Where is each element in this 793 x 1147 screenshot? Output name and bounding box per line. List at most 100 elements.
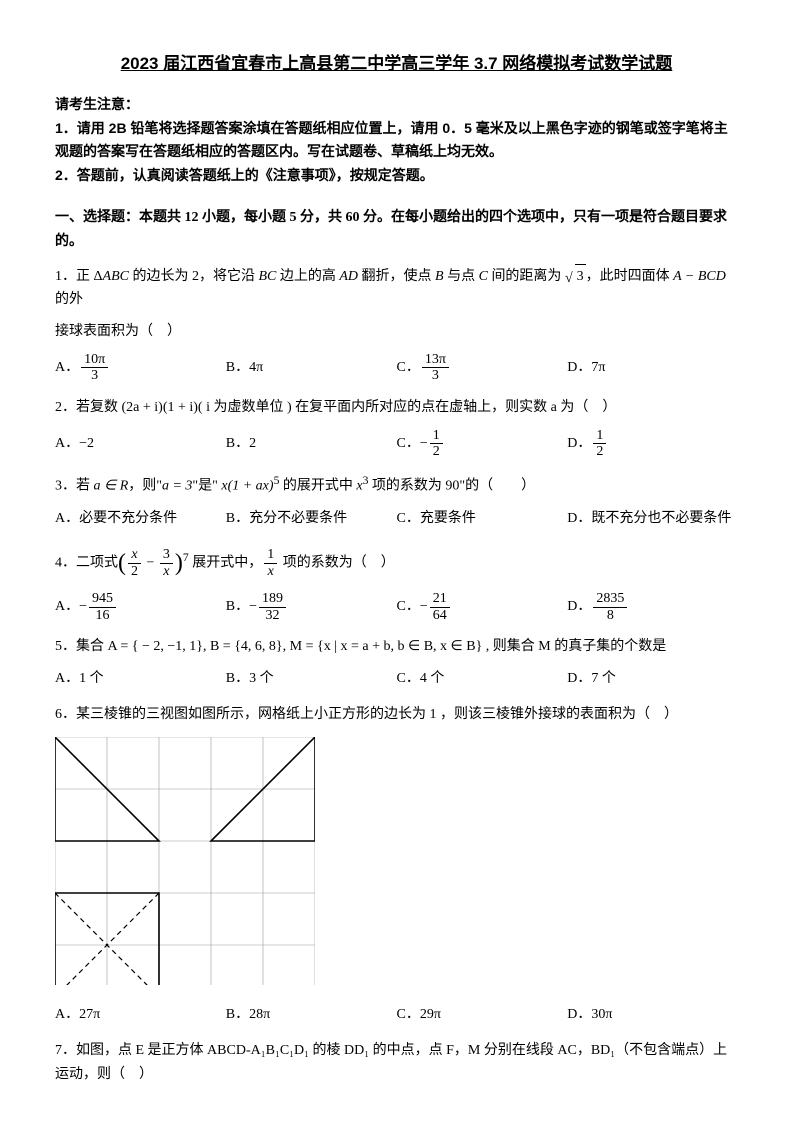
- question-7: 7．如图，点 E 是正方体 ABCD-A₁B₁C₁D₁ 的棱 DD₁ 的中点，点…: [55, 1039, 738, 1087]
- q4-a-num: 945: [89, 591, 116, 607]
- q2-opt-b: B．2: [226, 428, 397, 460]
- q1-opt-d: D．7π: [567, 352, 738, 384]
- q2-opt-c: C．−12: [397, 428, 568, 460]
- q4-p2: 展开式中，: [189, 555, 263, 570]
- q5-text: 5．集合 A = { − 2, −1, 1}, B = {4, 6, 8}, M…: [55, 635, 738, 659]
- q6-opt-b: B．28π: [226, 1003, 397, 1027]
- q3-options: A．必要不充分条件 B．充分不必要条件 C．充要条件 D．既不充分也不必要条件: [55, 507, 738, 531]
- q4-b-den: 32: [259, 608, 286, 623]
- q4-1x: 1x: [264, 547, 277, 579]
- q4-f2: 3x: [160, 547, 173, 579]
- q3-p3: "是": [192, 479, 221, 494]
- q3-ar: a ∈ R: [94, 479, 129, 494]
- q1-a-frac: 10π3: [81, 352, 108, 384]
- q1-c-den: 3: [422, 368, 449, 383]
- q4-f2-num: 3: [160, 547, 173, 563]
- q2-d-label: D．: [567, 432, 591, 456]
- section1-header: 一、选择题：本题共 12 小题，每小题 5 分，共 60 分。在每小题给出的四个…: [55, 206, 738, 254]
- q1-m1: 的边长为 2，将它沿: [129, 269, 259, 284]
- q6-text: 6．某三棱锥的三视图如图所示，网格纸上小正方形的边长为 1 ，则该三棱锥外接球的…: [55, 703, 738, 727]
- q1-m7: 的外: [55, 292, 83, 307]
- q1-c-num: 13π: [422, 352, 449, 368]
- question-2: 2．若复数 (2a + i)(1 + i)( i 为虚数单位 ) 在复平面内所对…: [55, 396, 738, 460]
- q4-1x-den: x: [264, 564, 277, 579]
- q4-text: 4．二项式(x2 − 3x)7 展开式中，1x 项的系数为（ ）: [55, 543, 738, 584]
- q2-text: 2．若复数 (2a + i)(1 + i)( i 为虚数单位 ) 在复平面内所对…: [55, 396, 738, 420]
- q5-opt-a: A．1 个: [55, 667, 226, 691]
- q3-p4: 的展开式中: [279, 479, 356, 494]
- q4-b-frac: 18932: [259, 591, 286, 623]
- q1-opt-c: C．13π3: [397, 352, 568, 384]
- q2-c-frac: 12: [430, 428, 443, 460]
- q4-1x-den-i: x: [268, 564, 274, 579]
- q4-a-den: 16: [89, 608, 116, 623]
- three-view-diagram: [55, 737, 315, 985]
- instructions-block: 请考生注意： 1．请用 2B 铅笔将选择题答案涂填在答题纸相应位置上，请用 0．…: [55, 93, 738, 188]
- page-title: 2023 届江西省宜春市上高县第二中学高三学年 3.7 网络模拟考试数学试题: [55, 50, 738, 79]
- q1-a-num: 10π: [81, 352, 108, 368]
- q3-p2: ，则": [128, 479, 162, 494]
- q6-diagram: [55, 737, 738, 994]
- lparen-icon: (: [118, 550, 126, 576]
- q4-opt-a: A．−94516: [55, 591, 226, 623]
- question-6: 6．某三棱锥的三视图如图所示，网格纸上小正方形的边长为 1 ，则该三棱锥外接球的…: [55, 703, 738, 1027]
- q2-d-num: 1: [593, 428, 606, 444]
- q6-opt-c: C．29π: [397, 1003, 568, 1027]
- q3-a3: a = 3: [162, 479, 192, 494]
- q2-c-den: 2: [430, 444, 443, 459]
- question-5: 5．集合 A = { − 2, −1, 1}, B = {4, 6, 8}, M…: [55, 635, 738, 691]
- q1-m2: 边上的高: [276, 269, 339, 284]
- q5-options: A．1 个 B．3 个 C．4 个 D．7 个: [55, 667, 738, 691]
- q1-abcd: A − BCD: [673, 269, 726, 284]
- q4-b-num: 189: [259, 591, 286, 607]
- q4-opt-d: D．28358: [567, 591, 738, 623]
- q3-p5: 项的系数为 90"的（ ）: [368, 479, 535, 494]
- q3-opt-a: A．必要不充分条件: [55, 507, 226, 531]
- q4-options: A．−94516 B．−18932 C．−2164 D．28358: [55, 591, 738, 623]
- q2-options: A．−2 B．2 C．−12 D．12: [55, 428, 738, 460]
- q1-a-den: 3: [81, 368, 108, 383]
- q2-d-den: 2: [593, 444, 606, 459]
- q4-c-label: C．−: [397, 595, 428, 619]
- q1-m3: 翻折，使点: [358, 269, 435, 284]
- sqrt-icon: √: [565, 271, 573, 286]
- q1-options: A．10π3 B．4π C．13π3 D．7π: [55, 352, 738, 384]
- q1-sqrt3: 3: [575, 264, 586, 289]
- q1-b: B: [435, 269, 444, 284]
- q1-ad: AD: [339, 269, 358, 284]
- q4-1x-num: 1: [264, 547, 277, 563]
- q4-f1: x2: [128, 547, 141, 579]
- q6-opt-a: A．27π: [55, 1003, 226, 1027]
- q3-expr: x(1 + ax): [221, 479, 273, 494]
- instr-line1: 1．请用 2B 铅笔将选择题答案涂填在答题纸相应位置上，请用 0．5 毫米及以上…: [55, 117, 738, 165]
- q1-m5: 间的距离为: [488, 269, 565, 284]
- q4-f1-num-i: x: [131, 547, 137, 562]
- q4-c-den: 64: [430, 608, 450, 623]
- q4-f2-den-i: x: [163, 564, 169, 579]
- q1-c: C: [479, 269, 488, 284]
- q4-f2-den: x: [160, 564, 173, 579]
- q4-opt-c: C．−2164: [397, 591, 568, 623]
- q1-abc: ABC: [103, 269, 129, 284]
- q4-f1-den: 2: [128, 564, 141, 579]
- q4-d-num: 2835: [593, 591, 627, 607]
- q3-text: 3．若 a ∈ R，则"a = 3"是" x(1 + ax)5 的展开式中 x3…: [55, 471, 738, 498]
- rparen-icon: ): [175, 550, 183, 576]
- q4-p1: 4．二项式: [55, 555, 118, 570]
- q4-c-frac: 2164: [430, 591, 450, 623]
- q4-d-label: D．: [567, 595, 591, 619]
- q1-bc: BC: [258, 269, 276, 284]
- q2-c-num: 1: [430, 428, 443, 444]
- q4-d-den: 8: [593, 608, 627, 623]
- q5-opt-b: B．3 个: [226, 667, 397, 691]
- q3-opt-c: C．充要条件: [397, 507, 568, 531]
- q1-m6: ，此时四面体: [586, 269, 674, 284]
- q5-opt-d: D．7 个: [567, 667, 738, 691]
- instr-header: 请考生注意：: [55, 93, 738, 117]
- q1-pre: 1．正 Δ: [55, 269, 103, 284]
- q3-p1: 3．若: [55, 479, 94, 494]
- q1-text: 1．正 ΔABC 的边长为 2，将它沿 BC 边上的高 AD 翻折，使点 B 与…: [55, 264, 738, 313]
- q4-minus: −: [143, 555, 158, 570]
- q4-a-frac: 94516: [89, 591, 116, 623]
- question-4: 4．二项式(x2 − 3x)7 展开式中，1x 项的系数为（ ） A．−9451…: [55, 543, 738, 624]
